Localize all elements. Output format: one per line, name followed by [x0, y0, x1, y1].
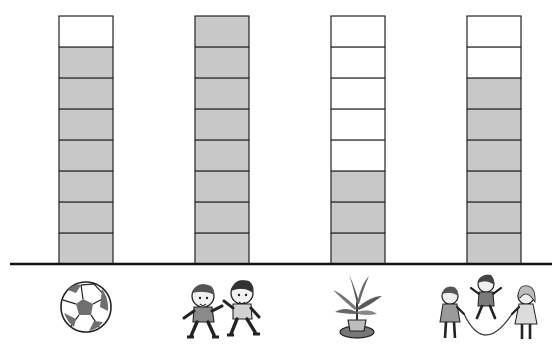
filled-cell	[466, 201, 522, 234]
potted-plant-icon	[333, 274, 382, 339]
filled-cell	[58, 170, 114, 203]
empty-cell	[330, 46, 386, 79]
filled-cell	[58, 139, 114, 172]
filled-cell	[58, 46, 114, 79]
children-running-icon	[182, 280, 261, 339]
filled-cell	[58, 201, 114, 234]
filled-cell	[194, 77, 250, 110]
filled-cell	[330, 232, 386, 265]
filled-cell	[466, 108, 522, 141]
filled-cell	[466, 77, 522, 110]
filled-cell	[194, 139, 250, 172]
jump-rope-children-icon	[439, 274, 538, 339]
empty-cell	[330, 15, 386, 48]
filled-cell	[194, 201, 250, 234]
filled-cell	[58, 108, 114, 141]
empty-cell	[330, 139, 386, 172]
filled-cell	[466, 232, 522, 265]
bar-soccer-ball	[58, 15, 114, 265]
filled-cell	[194, 170, 250, 203]
bar-potted-plant	[330, 15, 386, 265]
filled-cell	[194, 232, 250, 265]
bar-two-children-running	[194, 15, 250, 265]
bar-children-jumping-rope	[466, 15, 522, 265]
empty-cell	[58, 15, 114, 48]
empty-cell	[330, 77, 386, 110]
empty-cell	[466, 46, 522, 79]
filled-cell	[58, 77, 114, 110]
bar-columns	[58, 15, 522, 265]
filled-cell	[194, 15, 250, 48]
soccer-ball-icon	[60, 281, 112, 333]
empty-cell	[466, 15, 522, 48]
filled-cell	[194, 46, 250, 79]
filled-cell	[466, 170, 522, 203]
empty-cell	[330, 108, 386, 141]
filled-cell	[330, 201, 386, 234]
filled-cell	[58, 232, 114, 265]
filled-cell	[466, 139, 522, 172]
filled-cell	[330, 170, 386, 203]
filled-cell	[194, 108, 250, 141]
